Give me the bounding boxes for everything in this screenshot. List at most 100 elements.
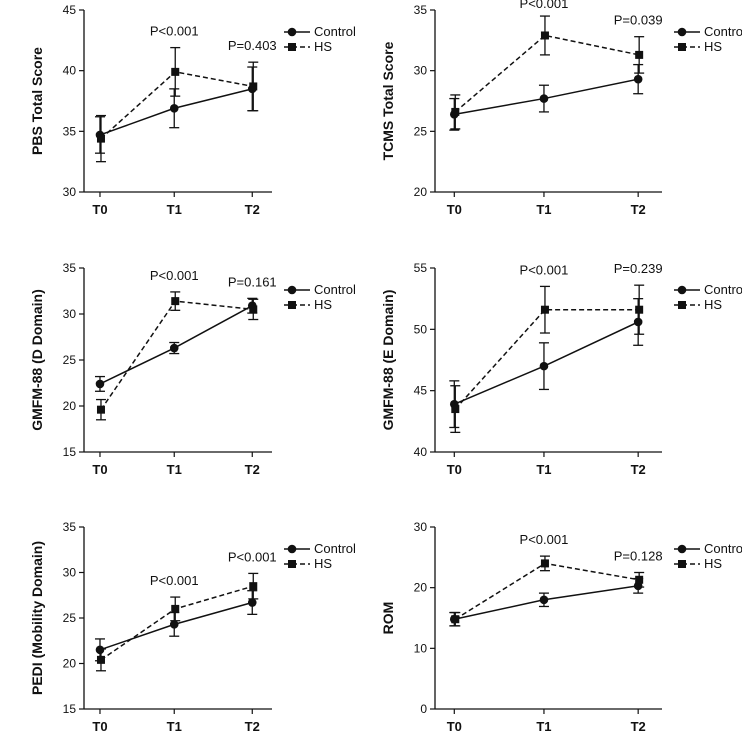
legend-hs-label: HS (704, 39, 722, 54)
chart-panel: 15 20 25 30 35 T0 T1 T2 PEDI (Mobility Domain) P<… (29, 520, 356, 734)
x-tick-label: T2 (245, 719, 260, 734)
p-value-label: P<0.001 (150, 268, 199, 283)
legend-control-marker (677, 27, 687, 37)
legend-hs-label: HS (314, 556, 332, 571)
x-tick-label: T2 (245, 462, 260, 477)
y-tick-label: 45 (63, 3, 77, 17)
legend-control-label: Control (314, 24, 356, 39)
control-point (95, 645, 105, 655)
control-point (633, 317, 643, 327)
legend-control-marker (677, 285, 687, 295)
legend-control-label: Control (704, 24, 742, 39)
y-tick-label: 30 (63, 185, 77, 199)
hs-point (540, 305, 549, 314)
x-tick-label: T1 (167, 719, 182, 734)
p-value-label: P=0.161 (228, 274, 277, 289)
hs-point (451, 405, 460, 414)
p-value-label: P=0.039 (614, 13, 663, 28)
x-tick-label: T0 (447, 719, 462, 734)
hs-point (96, 134, 105, 143)
y-tick-label: 35 (63, 520, 77, 534)
p-value-label: P<0.001 (228, 549, 277, 564)
hs-point (540, 31, 549, 40)
p-value-label: P<0.001 (520, 262, 569, 277)
x-tick-label: T0 (92, 462, 107, 477)
y-tick-label: 35 (63, 124, 77, 138)
legend-control-marker (287, 285, 297, 295)
y-tick-label: 15 (63, 445, 77, 459)
control-point (169, 620, 179, 629)
legend-control-label: Control (704, 282, 742, 297)
legend-hs-marker (678, 560, 686, 568)
legend-control-marker (287, 544, 297, 554)
x-tick-label: T1 (167, 462, 182, 477)
hs-point (171, 604, 180, 613)
y-tick-label: 25 (63, 353, 77, 367)
y-tick-label: 20 (414, 581, 428, 595)
hs-point (451, 107, 460, 116)
x-tick-label: T1 (167, 202, 182, 217)
legend-hs-marker (678, 301, 686, 309)
hs-series-line (454, 308, 640, 410)
control-point (539, 361, 549, 371)
control-point (95, 379, 105, 389)
hs-point (96, 655, 105, 664)
y-tick-label: 30 (63, 566, 77, 580)
p-value-label: P<0.001 (150, 24, 199, 39)
y-tick-label: 15 (63, 702, 77, 716)
y-tick-label: 25 (63, 611, 77, 625)
y-tick-label: 10 (414, 641, 428, 655)
hs-point (171, 67, 180, 76)
y-axis-title: PBS Total Score (29, 47, 45, 155)
hs-point (249, 82, 258, 91)
chart-panel: 40 45 50 55 T0 T1 T2 GMFM-88 (E Domain) P<0.001 P… (380, 261, 742, 477)
y-tick-label: 35 (63, 261, 77, 275)
y-tick-label: 30 (63, 307, 77, 321)
y-tick-label: 30 (414, 520, 428, 534)
y-axis-title: GMFM-88 (E Domain) (380, 290, 396, 431)
x-tick-label: T2 (631, 719, 646, 734)
y-tick-label: 35 (414, 3, 428, 17)
hs-point (635, 305, 644, 314)
hs-point (249, 305, 258, 314)
legend-hs-marker (288, 43, 296, 51)
y-tick-label: 30 (414, 64, 428, 78)
y-tick-label: 0 (420, 702, 427, 716)
y-tick-label: 25 (414, 124, 428, 138)
hs-point (540, 559, 549, 568)
y-tick-label: 20 (63, 399, 77, 413)
hs-series-line (454, 562, 640, 620)
legend-hs-label: HS (314, 39, 332, 54)
legend-hs-label: HS (704, 556, 722, 571)
chart-panel: 15 20 25 30 35 T0 T1 T2 GMFM-88 (D Domain) P<0.00… (29, 261, 356, 477)
x-tick-label: T1 (536, 462, 551, 477)
legend-control-marker (287, 27, 297, 37)
hs-point (451, 615, 460, 624)
p-value-label: P<0.001 (520, 0, 569, 11)
y-tick-label: 55 (414, 261, 428, 275)
p-value-label: P=0.128 (614, 549, 663, 564)
chart-panel: 30 35 40 45 T0 T1 T2 PBS Total Score P<0.001 P=0.… (29, 3, 356, 217)
legend-hs-marker (288, 560, 296, 568)
p-value-label: P<0.001 (520, 532, 569, 547)
x-tick-label: T0 (92, 719, 107, 734)
x-tick-label: T2 (245, 202, 260, 217)
x-tick-label: T1 (536, 719, 551, 734)
legend-hs-label: HS (704, 297, 722, 312)
x-tick-label: T2 (631, 462, 646, 477)
y-axis-title: TCMS Total Score (380, 41, 396, 160)
legend-control-label: Control (704, 541, 742, 556)
chart-panel: 20 25 30 35 T0 T1 T2 TCMS Total Score P<0.001 P=0… (380, 0, 742, 217)
hs-point (171, 297, 180, 306)
x-tick-label: T0 (92, 202, 107, 217)
control-point (247, 598, 257, 607)
y-tick-label: 20 (414, 185, 428, 199)
control-point (169, 103, 179, 113)
y-axis-title: PEDI (Mobility Domain) (29, 541, 45, 695)
control-point (539, 595, 549, 605)
